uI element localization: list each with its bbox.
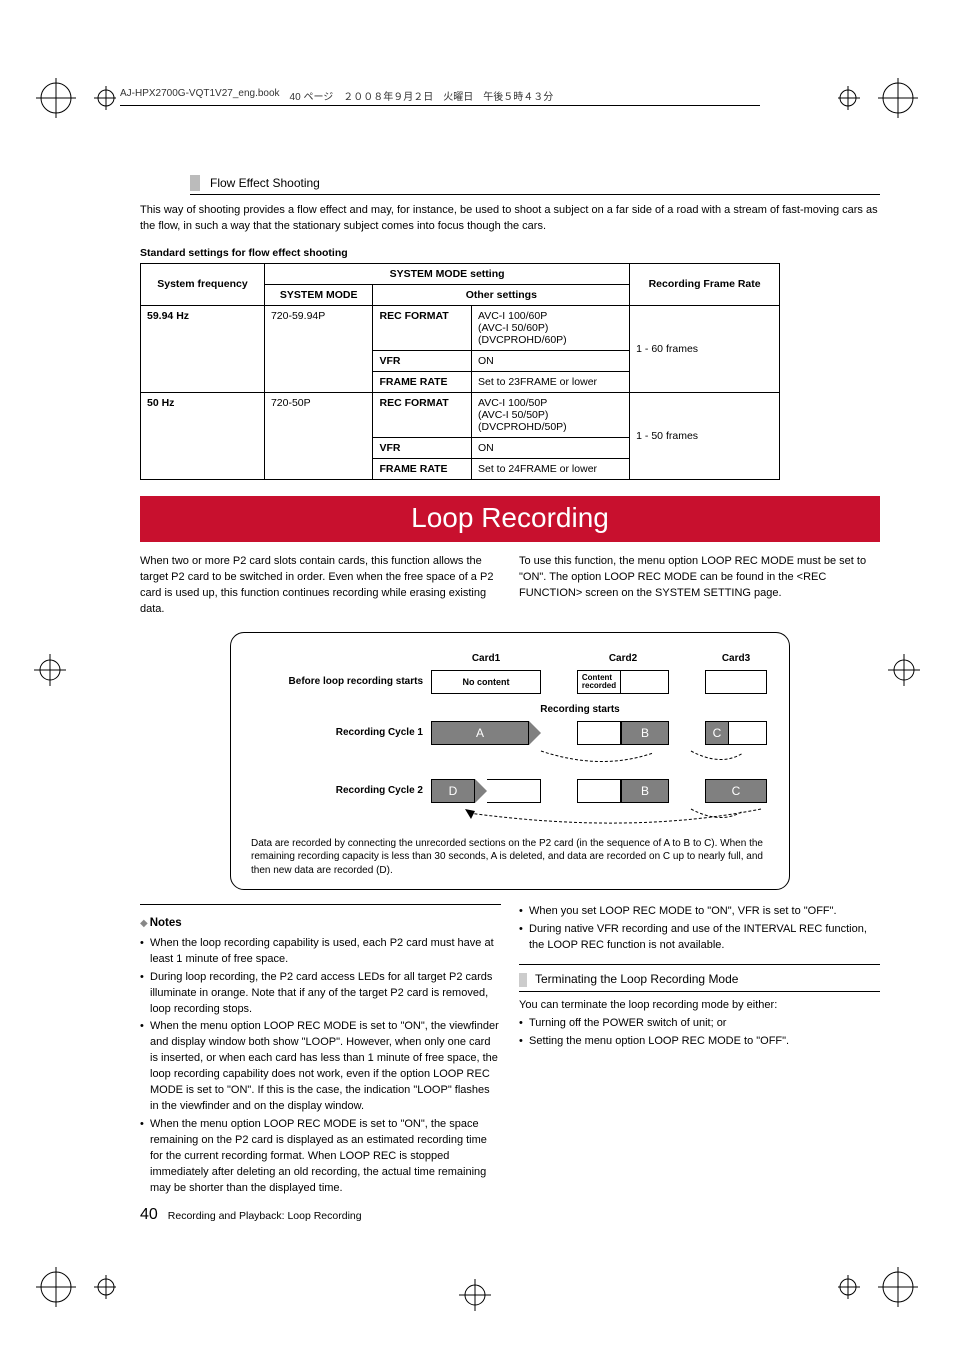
terminate-intro: You can terminate the loop recording mod…	[519, 998, 880, 1014]
loop-intro-right: To use this function, the menu option LO…	[519, 554, 880, 618]
section-flow-effect: Flow Effect Shooting	[190, 175, 880, 195]
footer-crumb: Recording and Playback: Loop Recording	[168, 1210, 362, 1222]
table-caption: Standard settings for flow effect shooti…	[140, 247, 880, 259]
note-item: During native VFR recording and use of t…	[519, 922, 880, 954]
loop-diagram: Card1 Card2 Card3 Before loop recording …	[230, 632, 790, 891]
cell-v: ON	[471, 437, 629, 458]
header-file: AJ-HPX2700G-VQT1V27_eng.book	[120, 88, 280, 103]
arrow-right-icon	[529, 721, 541, 745]
terminate-item: Turning off the POWER switch of unit; or	[519, 1016, 880, 1032]
cell-rate: 1 - 60 frames	[630, 305, 780, 392]
header-day: 火曜日	[443, 88, 473, 103]
card2-label: Card2	[577, 653, 669, 664]
cycle1-b: B	[621, 721, 669, 745]
cycle2-d: D	[431, 779, 475, 803]
cycle2-b: B	[621, 779, 669, 803]
note-item: When you set LOOP REC MODE to "ON", VFR …	[519, 904, 880, 920]
crop-mark-br	[838, 1267, 918, 1307]
cell-v: Set to 23FRAME or lower	[471, 371, 629, 392]
section-title: Flow Effect Shooting	[210, 176, 320, 190]
connector-line	[251, 751, 769, 765]
page-number: 40	[140, 1206, 158, 1224]
cell-freq: 59.94 Hz	[141, 305, 265, 392]
cell-k: VFR	[373, 437, 472, 458]
cycle1-c: C	[705, 721, 729, 745]
content-recorded-box: Content recorded	[577, 670, 621, 694]
crop-mark-bc	[455, 1275, 495, 1315]
diamond-icon: ◆	[140, 918, 148, 929]
before-label: Before loop recording starts	[251, 676, 431, 687]
header-date: ２００８年９月２日	[343, 88, 433, 103]
cell-k: REC FORMAT	[373, 392, 472, 437]
crop-mark-mr	[884, 650, 924, 690]
cycle1-label: Recording Cycle 1	[251, 727, 431, 738]
arrow-right-icon	[475, 779, 487, 803]
th-recrate: Recording Frame Rate	[630, 263, 780, 305]
header-time: 午後５時４３分	[483, 88, 553, 103]
cell-v: AVC-I 100/60P (AVC-I 50/60P) (DVCPROHD/6…	[471, 305, 629, 350]
banner-loop-recording: Loop Recording	[140, 496, 880, 542]
terminate-list: Turning off the POWER switch of unit; or…	[519, 1016, 880, 1050]
note-item: During loop recording, the P2 card acces…	[140, 970, 501, 1018]
notes-list-right: When you set LOOP REC MODE to "ON", VFR …	[519, 904, 880, 954]
cell-mode: 720-59.94P	[264, 305, 373, 392]
th-sysfreq: System frequency	[141, 263, 265, 305]
card3-label: Card3	[705, 653, 767, 664]
cell-v: AVC-I 100/50P (AVC-I 50/50P) (DVCPROHD/5…	[471, 392, 629, 437]
diagram-footnote: Data are recorded by connecting the unre…	[251, 837, 769, 878]
note-item: When the loop recording capability is us…	[140, 936, 501, 968]
cycle2-label: Recording Cycle 2	[251, 785, 431, 796]
crop-mark-bl	[36, 1267, 116, 1307]
loop-intro-left: When two or more P2 card slots contain c…	[140, 554, 501, 618]
cycle2-c: C	[705, 779, 767, 803]
th-sysmode-setting: SYSTEM MODE setting	[264, 263, 629, 284]
cell-k: FRAME RATE	[373, 458, 472, 479]
page-footer: 40 Recording and Playback: Loop Recordin…	[140, 1206, 362, 1224]
header-page: 40 ページ	[290, 88, 334, 103]
cell-v: ON	[471, 350, 629, 371]
accent-bar-icon	[190, 175, 200, 191]
cell-k: FRAME RATE	[373, 371, 472, 392]
card3-empty	[705, 670, 767, 694]
notes-heading: ◆Notes	[140, 915, 501, 932]
note-item: When the menu option LOOP REC MODE is se…	[140, 1117, 501, 1197]
cell-rate: 1 - 50 frames	[630, 392, 780, 479]
notes-list-left: When the loop recording capability is us…	[140, 936, 501, 1197]
cell-v: Set to 24FRAME or lower	[471, 458, 629, 479]
crop-mark-ml	[30, 650, 70, 690]
note-item: When the menu option LOOP REC MODE is se…	[140, 1019, 501, 1115]
no-content-box: No content	[431, 670, 541, 694]
cell-k: REC FORMAT	[373, 305, 472, 350]
recording-starts-label: Recording starts	[391, 704, 769, 715]
connector-line2	[251, 809, 769, 823]
terminate-heading: Terminating the Loop Recording Mode	[519, 964, 880, 992]
terminate-item: Setting the menu option LOOP REC MODE to…	[519, 1034, 880, 1050]
cycle1-a: A	[431, 721, 529, 745]
cell-freq: 50 Hz	[141, 392, 265, 479]
th-sysmode: SYSTEM MODE	[264, 284, 373, 305]
accent-bar-icon	[519, 973, 527, 987]
cell-k: VFR	[373, 350, 472, 371]
settings-table: System frequency SYSTEM MODE setting Rec…	[140, 263, 780, 480]
terminate-title: Terminating the Loop Recording Mode	[535, 971, 738, 988]
th-other: Other settings	[373, 284, 630, 305]
flow-intro: This way of shooting provides a flow eff…	[140, 203, 880, 235]
card1-label: Card1	[431, 653, 541, 664]
doc-header: AJ-HPX2700G-VQT1V27_eng.book 40 ページ ２００８…	[40, 88, 910, 106]
cell-mode: 720-50P	[264, 392, 373, 479]
